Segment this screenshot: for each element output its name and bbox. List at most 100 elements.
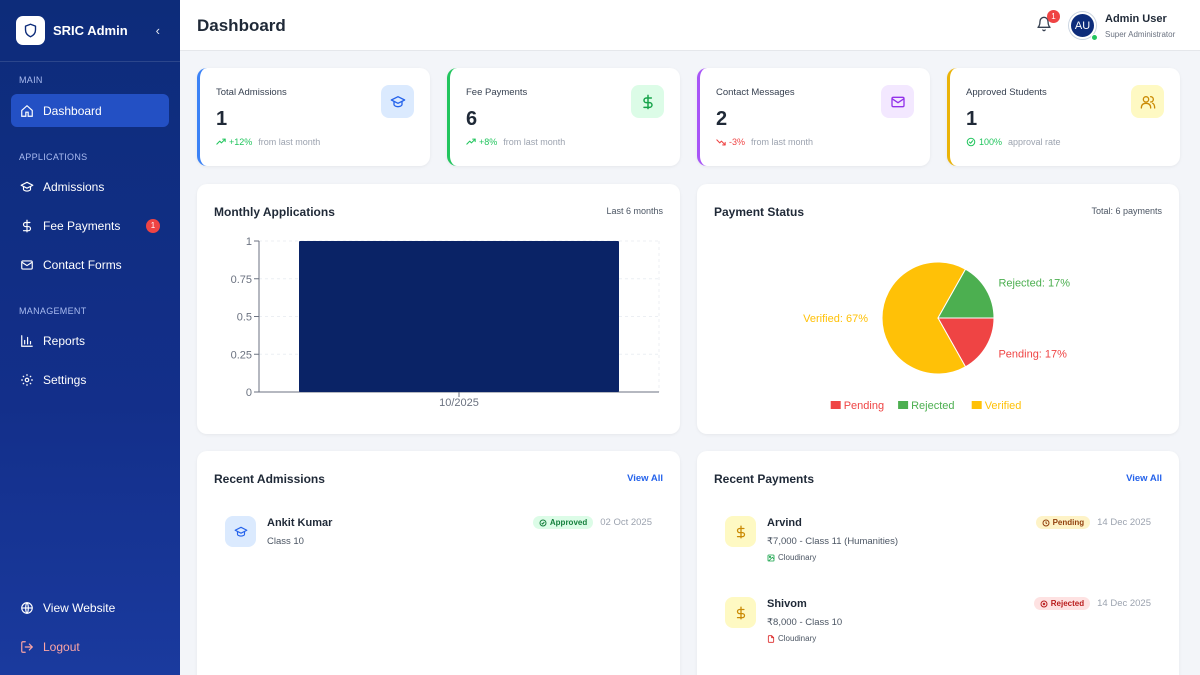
stat-trend-note: from last month	[258, 137, 321, 147]
view-all-admissions-link[interactable]: View All	[627, 473, 663, 484]
graduation-cap-icon	[381, 85, 414, 118]
list-item[interactable]: Ankit Kumar Class 10 Approved 02 Oct 202…	[225, 516, 652, 576]
panel-meta: Last 6 months	[606, 206, 663, 216]
y-tick-label: 1	[246, 236, 252, 248]
fee-payments-badge: 1	[146, 218, 160, 233]
shield-logo-icon	[16, 16, 45, 45]
check-circle-icon	[966, 137, 976, 147]
trending-up-icon	[216, 138, 226, 145]
sidebar-item-label: Fee Payments	[43, 218, 121, 233]
graduation-cap-icon	[20, 180, 34, 194]
sidebar-item-label: Logout	[43, 639, 80, 654]
stat-trend-note: from last month	[751, 137, 814, 147]
legend-label: Pending	[844, 400, 884, 412]
avatar[interactable]: AU	[1069, 12, 1096, 39]
mail-icon	[20, 258, 34, 272]
file-icon	[767, 634, 775, 643]
user-name: Admin User	[1105, 13, 1167, 25]
payment-source: Cloudinary	[767, 634, 816, 643]
panel-title: Payment Status	[714, 205, 805, 219]
payment-detail: ₹7,000 - Class 11 (Humanities)	[767, 536, 899, 547]
logout-icon	[20, 640, 34, 654]
recent-admissions-panel: Recent Admissions View All Ankit Kumar C…	[197, 451, 680, 675]
sidebar-item-label: Dashboard	[43, 103, 102, 118]
pie-slice	[937, 268, 995, 319]
sidebar: SRIC Admin ‹ MAIN Dashboard APPLICATIONS…	[0, 0, 180, 675]
stat-value: 6	[466, 108, 478, 130]
gear-icon	[20, 373, 34, 387]
stat-trend-note: approval rate	[1008, 137, 1061, 147]
trending-down-icon	[716, 139, 726, 146]
y-tick-label: 0.5	[237, 312, 252, 324]
stat-card-contact-messages: Contact Messages 2 -3% from last month	[697, 68, 930, 166]
stat-trend: +12% from last month	[216, 137, 320, 147]
payment-detail: ₹8,000 - Class 10	[767, 617, 843, 628]
bar-chart-icon	[20, 334, 34, 348]
stat-trend: 100% approval rate	[966, 137, 1061, 147]
stat-trend-value: +12%	[229, 137, 253, 147]
payment-status-panel: Payment Status Total: 6 payments Pending…	[697, 184, 1179, 434]
bell-icon[interactable]	[1036, 16, 1052, 32]
view-all-payments-link[interactable]: View All	[1126, 473, 1162, 484]
x-circle-icon	[1040, 600, 1048, 607]
online-status-dot	[1091, 34, 1098, 41]
x-tick-label: 10/2025	[439, 397, 479, 409]
list-item[interactable]: Arvind ₹7,000 - Class 11 (Humanities) Cl…	[725, 516, 1151, 576]
payment-date: 14 Dec 2025	[1097, 517, 1151, 528]
slice-label: Pending: 17%	[998, 348, 1067, 360]
user-role: Super Administrator	[1105, 30, 1176, 39]
sidebar-item-settings[interactable]: Settings	[11, 363, 169, 396]
admission-name: Ankit Kumar	[267, 517, 333, 529]
sidebar-item-dashboard[interactable]: Dashboard	[11, 94, 169, 127]
sidebar-item-label: Reports	[43, 333, 86, 348]
stat-value: 1	[216, 108, 228, 130]
dollar-icon	[725, 597, 756, 628]
panel-title: Recent Admissions	[214, 472, 325, 486]
legend-swatch	[898, 401, 909, 409]
sidebar-item-admissions[interactable]: Admissions	[11, 170, 169, 203]
payment-date: 14 Dec 2025	[1097, 598, 1151, 609]
payment-name: Arvind	[767, 517, 802, 529]
payment-source: Cloudinary	[767, 553, 816, 562]
image-icon	[767, 554, 775, 561]
y-tick-label: 0	[246, 387, 252, 399]
list-item[interactable]: Shivom ₹8,000 - Class 10 Cloudinary Reje…	[725, 597, 1151, 657]
pie-slice	[881, 261, 967, 375]
stat-trend: -3% from last month	[716, 137, 813, 147]
stat-label: Approved Students	[966, 87, 1047, 98]
status-badge: Pending	[1035, 516, 1091, 529]
collapse-sidebar-button[interactable]: ‹	[155, 23, 160, 38]
page-title: Dashboard	[197, 16, 286, 35]
sidebar-item-label: Admissions	[43, 179, 105, 194]
users-icon	[1131, 85, 1164, 118]
stat-label: Total Admissions	[216, 87, 287, 98]
bar	[299, 241, 619, 392]
check-circle-icon	[539, 519, 547, 526]
stat-trend-value: 100%	[979, 137, 1003, 147]
trending-up-icon	[466, 138, 476, 145]
sidebar-item-view-website[interactable]: View Website	[11, 591, 169, 624]
sidebar-item-label: Settings	[43, 372, 87, 387]
sidebar-item-reports[interactable]: Reports	[11, 324, 169, 357]
globe-icon	[20, 601, 34, 615]
status-text: Rejected	[1050, 599, 1085, 608]
payment-status-chart: Pending: 17% Verified: 67% Rejected: 17% Pe…	[803, 261, 1070, 412]
sidebar-item-contact-forms[interactable]: Contact Forms	[11, 248, 169, 281]
admission-class: Class 10	[267, 536, 304, 547]
monthly-applications-panel: Monthly Applications Last 6 months 0 0.25…	[197, 184, 680, 434]
sidebar-item-logout[interactable]: Logout	[11, 630, 169, 663]
stat-value: 1	[966, 108, 978, 130]
y-tick-label: 0.75	[231, 274, 252, 286]
brand: SRIC Admin ‹	[0, 0, 180, 62]
source-text: Cloudinary	[778, 553, 817, 562]
stat-trend: +8% from last month	[466, 137, 565, 147]
legend-swatch	[830, 401, 841, 409]
sidebar-item-label: Contact Forms	[43, 257, 122, 272]
panel-meta: Total: 6 payments	[1091, 206, 1162, 216]
slice-label: Rejected: 17%	[998, 278, 1070, 290]
stat-trend-value: -3%	[729, 137, 746, 147]
dollar-icon	[631, 85, 664, 118]
sidebar-item-label: View Website	[43, 600, 116, 615]
stat-card-fee-payments: Fee Payments 6 +8% from last month	[447, 68, 680, 166]
sidebar-item-fee-payments[interactable]: Fee Payments 1	[11, 209, 169, 242]
